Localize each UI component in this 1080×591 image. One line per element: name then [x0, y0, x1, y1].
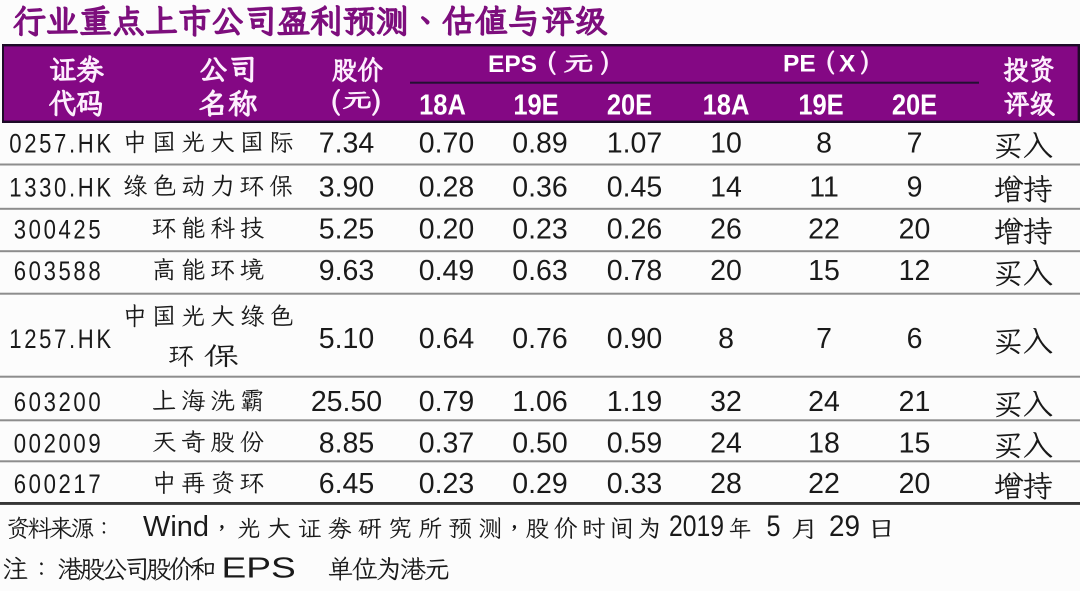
svg-text:0.23: 0.23: [512, 213, 567, 245]
svg-text:PE: PE: [783, 51, 816, 78]
svg-text:603200: 603200: [14, 388, 104, 418]
svg-text:5.10: 5.10: [319, 323, 374, 355]
svg-text:600217: 600217: [14, 470, 104, 500]
svg-text:24: 24: [710, 427, 742, 459]
svg-text:0.78: 0.78: [607, 255, 662, 287]
svg-text:19E: 19E: [798, 88, 843, 121]
svg-text:1.07: 1.07: [607, 128, 662, 160]
svg-text:15: 15: [899, 427, 931, 459]
svg-text:6.45: 6.45: [319, 468, 374, 500]
svg-text:18: 18: [808, 427, 840, 459]
svg-text:14: 14: [710, 171, 742, 203]
svg-text:5: 5: [767, 510, 781, 543]
svg-text:EPS: EPS: [488, 51, 537, 78]
svg-text:002009: 002009: [14, 429, 104, 459]
svg-text:22: 22: [808, 468, 840, 500]
svg-text:2019: 2019: [669, 510, 724, 543]
svg-text:1257.HK: 1257.HK: [9, 325, 113, 355]
svg-text:0.36: 0.36: [512, 171, 567, 203]
svg-text:12: 12: [899, 255, 931, 287]
svg-text:0.37: 0.37: [419, 427, 474, 459]
svg-text:0.28: 0.28: [419, 171, 474, 203]
svg-text:9.63: 9.63: [319, 255, 374, 287]
svg-text:15: 15: [808, 255, 840, 287]
svg-text:8: 8: [718, 323, 734, 355]
svg-text:7: 7: [907, 128, 923, 160]
svg-text:19E: 19E: [513, 88, 558, 121]
svg-text:1.06: 1.06: [512, 386, 567, 418]
svg-text:0257.HK: 0257.HK: [9, 130, 113, 160]
svg-text:603588: 603588: [14, 257, 104, 287]
svg-text:29: 29: [829, 510, 860, 543]
svg-text:300425: 300425: [14, 215, 104, 245]
svg-text:1.19: 1.19: [607, 386, 662, 418]
svg-text:24: 24: [808, 386, 840, 418]
svg-text:20: 20: [899, 468, 931, 500]
svg-text:22: 22: [808, 213, 840, 245]
svg-text:0.29: 0.29: [512, 468, 567, 500]
svg-text:18A: 18A: [419, 88, 466, 121]
svg-text:8: 8: [816, 128, 832, 160]
svg-text:18A: 18A: [703, 88, 750, 121]
svg-text:3.90: 3.90: [319, 171, 374, 203]
svg-text:0.63: 0.63: [512, 255, 567, 287]
svg-text:0.59: 0.59: [607, 427, 662, 459]
svg-text:5.25: 5.25: [319, 213, 374, 245]
svg-text:21: 21: [899, 386, 931, 418]
svg-text:1330.HK: 1330.HK: [9, 173, 113, 203]
svg-text:20E: 20E: [892, 88, 937, 121]
svg-text:0.76: 0.76: [512, 323, 567, 355]
svg-text:32: 32: [710, 386, 742, 418]
svg-text:26: 26: [710, 213, 742, 245]
svg-text:6: 6: [907, 323, 923, 355]
svg-text:0.20: 0.20: [419, 213, 474, 245]
svg-text:0.64: 0.64: [419, 323, 475, 355]
svg-text:20: 20: [899, 213, 931, 245]
svg-text:9: 9: [907, 171, 923, 203]
svg-text:10: 10: [710, 128, 742, 160]
svg-text:0.90: 0.90: [607, 323, 662, 355]
svg-text:11: 11: [809, 171, 839, 203]
svg-text:7: 7: [816, 323, 832, 355]
svg-text:7.34: 7.34: [319, 128, 375, 160]
svg-text:0.79: 0.79: [419, 386, 474, 418]
svg-text:Wind: Wind: [143, 511, 209, 543]
svg-text:0.33: 0.33: [607, 468, 662, 500]
svg-text:8.85: 8.85: [319, 427, 374, 459]
svg-text:X: X: [839, 51, 856, 78]
svg-text:EPS: EPS: [222, 552, 296, 584]
svg-text:0.49: 0.49: [419, 255, 474, 287]
svg-text:0.89: 0.89: [512, 128, 567, 160]
svg-text:20: 20: [710, 255, 742, 287]
svg-text:0.50: 0.50: [512, 427, 567, 459]
svg-text:0.26: 0.26: [607, 213, 662, 245]
svg-text:0.45: 0.45: [607, 171, 662, 203]
svg-text:0.70: 0.70: [419, 128, 474, 160]
svg-text:28: 28: [710, 468, 742, 500]
svg-text:20E: 20E: [607, 88, 652, 121]
svg-text:0.23: 0.23: [419, 468, 474, 500]
svg-text:25.50: 25.50: [311, 386, 382, 418]
